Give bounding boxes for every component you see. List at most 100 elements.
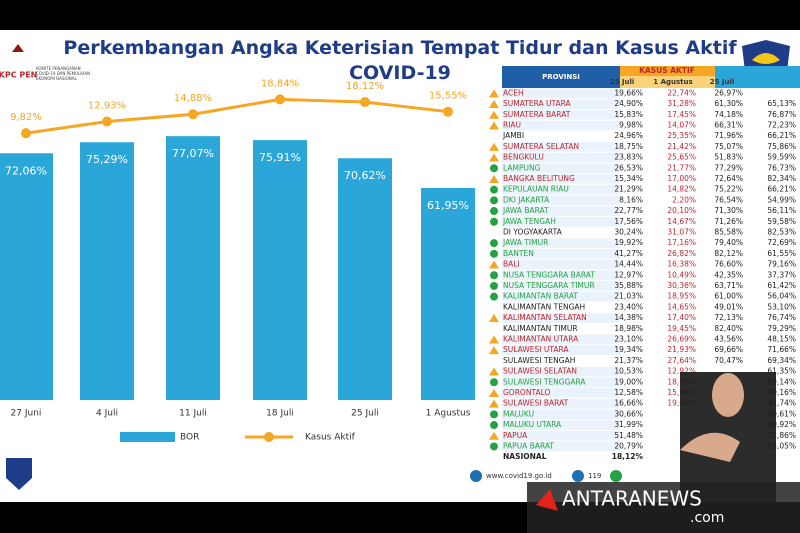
table-cell: 61,00% xyxy=(714,292,743,301)
table-cell: NUSA TENGGARA BARAT xyxy=(503,270,595,279)
table-cell: 66,21% xyxy=(767,185,796,194)
row-bg xyxy=(502,99,620,109)
row-bg xyxy=(502,142,620,152)
legend-dot xyxy=(264,432,274,442)
table-cell: 17,00% xyxy=(667,174,696,183)
sign-interpreter xyxy=(680,372,776,502)
table-cell: 56,11% xyxy=(767,206,796,215)
table-cell: 76,60% xyxy=(714,260,743,269)
table-cell: 51,83% xyxy=(714,153,743,162)
table-cell: 10,53% xyxy=(614,367,643,376)
warning-icon xyxy=(489,100,499,109)
row-bg xyxy=(502,345,620,355)
row-bg xyxy=(502,430,620,441)
phone-icon xyxy=(572,470,584,482)
table-cell: KALIMANTAN SELATAN xyxy=(503,313,587,322)
table-cell: 49,01% xyxy=(714,302,743,311)
table-cell: 82,40% xyxy=(714,324,743,333)
legend-label: BOR xyxy=(180,433,199,443)
table-cell: BENGKULU xyxy=(503,153,544,162)
table-cell: SUMATERA BARAT xyxy=(503,110,571,119)
table-cell: 14,07% xyxy=(667,120,696,129)
line-label: 15,55% xyxy=(429,91,467,102)
line-label: 12,93% xyxy=(88,101,126,112)
row-bg xyxy=(502,184,620,195)
warning-icon xyxy=(489,399,499,408)
line-label: 18,84% xyxy=(261,78,299,89)
table-cell: 76,73% xyxy=(767,163,796,172)
table-cell: SUMATERA UTARA xyxy=(503,99,572,108)
check-icon xyxy=(490,410,498,419)
table-cell: 71,66% xyxy=(767,345,796,354)
table-cell: ACEH xyxy=(503,88,524,97)
table-cell: 19,45% xyxy=(667,324,696,333)
header-cell: 25 Juli xyxy=(610,78,635,86)
x-tick-label: 18 Juli xyxy=(266,409,294,419)
bar-label: 70,62% xyxy=(344,169,386,182)
line-label: 14,88% xyxy=(174,93,212,104)
watermark-bg xyxy=(527,482,800,533)
table-cell: 31,28% xyxy=(667,99,696,108)
table-cell: 41,27% xyxy=(614,249,643,258)
warning-icon xyxy=(489,431,499,440)
table-cell: 61,30% xyxy=(714,99,743,108)
table-cell: 59,58% xyxy=(767,217,796,226)
table-cell: 26,69% xyxy=(667,334,696,343)
warning-icon xyxy=(489,314,499,323)
row-bg xyxy=(502,216,620,227)
check-icon xyxy=(490,185,498,194)
check-icon xyxy=(490,271,498,280)
row-bg xyxy=(502,366,620,377)
table-cell: 16,38% xyxy=(667,260,696,269)
table-cell: 63,71% xyxy=(714,281,743,290)
bar-label: 75,91% xyxy=(259,151,301,164)
table-cell: 14,65% xyxy=(667,302,696,311)
warning-icon xyxy=(489,174,499,183)
table-cell: 59,59% xyxy=(767,153,796,162)
table-cell: 30,61% xyxy=(767,409,796,418)
check-icon xyxy=(490,217,498,226)
table-cell: 24,96% xyxy=(614,131,643,140)
table-cell: 22,74% xyxy=(667,88,696,97)
table-cell: 16,66% xyxy=(614,399,643,408)
table-cell: DKI JAKARTA xyxy=(503,195,550,204)
check-icon xyxy=(490,249,498,258)
row-bg xyxy=(502,249,620,259)
table-cell: 14,82% xyxy=(667,185,696,194)
table-cell: 70,47% xyxy=(714,356,743,365)
table-cell: 30,66% xyxy=(614,409,643,418)
web-icon xyxy=(470,470,482,482)
table-cell: 61,35% xyxy=(767,367,796,376)
row-bg xyxy=(502,441,620,452)
table-cell: 17,56% xyxy=(614,217,643,226)
table-cell: 66,31% xyxy=(714,120,743,129)
whatsapp-icon xyxy=(610,470,622,482)
table-cell: 17,40% xyxy=(667,313,696,322)
table-cell: 17,45% xyxy=(667,110,696,119)
watermark-suffix: .com xyxy=(690,510,724,526)
table-cell: 76,54% xyxy=(714,195,743,204)
table-cell: 12,58% xyxy=(614,388,643,397)
row-bg xyxy=(502,420,620,430)
check-icon xyxy=(490,421,498,430)
line-label: 18,12% xyxy=(346,81,384,92)
table-cell: SUMATERA SELATAN xyxy=(503,142,579,151)
table-cell: KALIMANTAN TENGAH xyxy=(503,302,585,311)
check-icon xyxy=(490,164,498,173)
table-cell: 17,16% xyxy=(667,238,696,247)
table-cell: 23,40% xyxy=(614,302,643,311)
line-label: 9,82% xyxy=(10,112,42,123)
warning-icon xyxy=(489,388,499,397)
row-bg xyxy=(502,334,620,345)
header-cell: PROVINSI xyxy=(542,73,580,81)
table-cell: 12,97% xyxy=(614,270,643,279)
interpreter-hand xyxy=(680,432,740,462)
table-cell: 75,86% xyxy=(767,142,796,151)
table-cell: BALI xyxy=(503,260,520,269)
table-cell: 27,64% xyxy=(667,356,696,365)
table-cell: 18,98% xyxy=(614,324,643,333)
header-cell: 25 Juli xyxy=(710,78,735,86)
table-cell: 71,96% xyxy=(714,131,743,140)
watermark-icon xyxy=(536,489,558,511)
table-cell: 42,74% xyxy=(767,399,796,408)
